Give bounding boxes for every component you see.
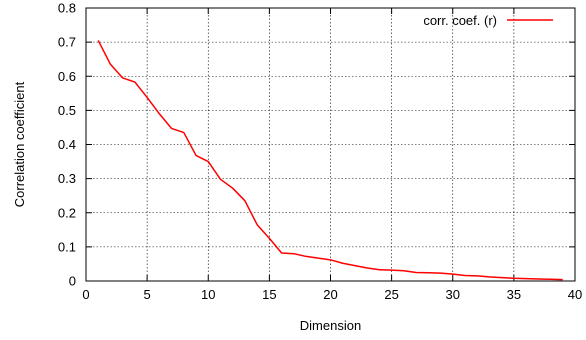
x-tick-label: 5	[144, 287, 151, 302]
series-line	[97, 40, 563, 281]
legend: corr. coef. (r)	[423, 13, 553, 28]
y-axis-label: Correlation coefficient	[12, 81, 27, 207]
y-tick-label: 0.1	[58, 239, 76, 254]
grid-lines	[86, 8, 575, 281]
x-tick-label: 15	[262, 287, 276, 302]
y-tick-label: 0	[69, 274, 76, 289]
x-axis-label: Dimension	[300, 318, 361, 333]
x-tick-label: 25	[384, 287, 398, 302]
x-tick-label: 0	[82, 287, 89, 302]
x-tick-label: 35	[507, 287, 521, 302]
y-tick-label: 0.5	[58, 103, 76, 118]
x-tick-label: 40	[568, 287, 582, 302]
y-tick-label: 0.2	[58, 205, 76, 220]
legend-label: corr. coef. (r)	[423, 13, 497, 28]
y-tick-label: 0.3	[58, 171, 76, 186]
y-axis: 0 0.1 0.2 0.3 0.4 0.5 0.6 0.7 0.8	[58, 1, 575, 289]
x-tick-label: 20	[323, 287, 337, 302]
x-tick-label: 10	[201, 287, 215, 302]
x-tick-label: 30	[446, 287, 460, 302]
y-tick-label: 0.7	[58, 35, 76, 50]
series-group	[97, 40, 563, 281]
y-tick-label: 0.6	[58, 69, 76, 84]
y-tick-label: 0.8	[58, 1, 76, 16]
y-tick-label: 0.4	[58, 137, 76, 152]
x-axis: 0 5 10 15 20 25 30 35 40	[82, 8, 582, 302]
